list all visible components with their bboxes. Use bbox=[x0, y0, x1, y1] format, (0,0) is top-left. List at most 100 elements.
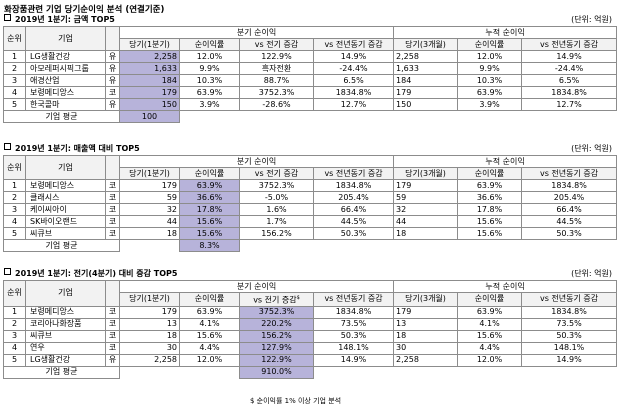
cumulative-value-cell: 44.5% bbox=[521, 215, 618, 228]
cumulative-col-header: 당기(3개월) bbox=[393, 38, 459, 51]
company-header: 기업 bbox=[25, 155, 106, 180]
square-bullet-icon bbox=[4, 143, 11, 150]
quarter-col-header: 당기(1분기) bbox=[119, 167, 180, 180]
rank-cell: 2 bbox=[3, 62, 26, 75]
cumulative-group-header: 누적 순이익 bbox=[393, 155, 618, 168]
company-cell: 씨큐브 bbox=[25, 227, 106, 240]
empty-cell bbox=[314, 240, 394, 252]
cumulative-col-header: 순이익률 bbox=[457, 167, 523, 180]
empty-cell bbox=[180, 366, 240, 378]
col-header-text: vs 전년동기 증감 bbox=[324, 39, 383, 49]
rank-cell: 2 bbox=[3, 317, 26, 331]
average-label: 기업 평균 bbox=[3, 239, 120, 252]
quarter-value-cell: 179 bbox=[119, 179, 180, 192]
market-cell: 코 bbox=[105, 203, 120, 216]
rank-cell: 5 bbox=[3, 98, 26, 111]
unit-label: (단위: 억원) bbox=[571, 269, 612, 278]
cumulative-value-cell: 1834.8% bbox=[521, 305, 618, 319]
table-row: 1 보령메디앙스 코 179 63.9% 3752.3% 1834.8% 179 63.9% 18… bbox=[3, 179, 618, 192]
cumulative-value-cell: 30 bbox=[393, 341, 459, 355]
cumulative-value-cell: 179 bbox=[393, 86, 459, 99]
rank-cell: 1 bbox=[3, 305, 26, 319]
quarter-value-cell: 1.6% bbox=[239, 203, 314, 216]
cumulative-value-cell: 12.0% bbox=[457, 50, 523, 63]
quarter-value-cell: 179 bbox=[119, 86, 180, 99]
quarter-col-header: vs 전년동기 증감 bbox=[312, 167, 395, 180]
subheader-row: 당기(1분기) 순이익률 vs 전기 증감$ vs 전년동기 증감 당기(3개월) 순이익… bbox=[4, 292, 618, 307]
company-cell: 보령메디앙스 bbox=[25, 179, 106, 192]
cumulative-value-cell: 4.1% bbox=[457, 317, 523, 331]
company-cell: 보령메디앙스 bbox=[25, 305, 106, 319]
company-cell: 씨큐브 bbox=[25, 329, 106, 343]
cumulative-value-cell: 2,258 bbox=[393, 50, 459, 63]
market-cell: 코 bbox=[105, 329, 120, 343]
quarter-group-header: 분기 순이익 bbox=[118, 280, 395, 293]
rank-cell: 2 bbox=[3, 191, 26, 204]
average-value: 8.3% bbox=[179, 239, 240, 252]
quarter-value-cell: 50.3% bbox=[312, 329, 395, 343]
company-cell: 연우 bbox=[25, 341, 106, 355]
market-cell: 유 bbox=[105, 98, 120, 111]
quarter-value-cell: 12.7% bbox=[312, 98, 395, 111]
quarter-group-header: 분기 순이익 bbox=[118, 26, 395, 39]
col-header-footnote-mark: $ bbox=[296, 295, 300, 301]
cumulative-value-cell: 44 bbox=[393, 215, 459, 228]
section-title-text: 2019년 1분기: 전기(4분기) 대비 증감 TOP5 bbox=[15, 269, 178, 278]
col-header-text: vs 전기 증감 bbox=[253, 295, 297, 305]
cumulative-group-header: 누적 순이익 bbox=[393, 280, 618, 293]
market-header bbox=[105, 26, 120, 51]
page-title: 화장품관련 기업 당기순이익 분석 (연결기준) bbox=[4, 5, 165, 15]
quarter-value-cell: 12.0% bbox=[179, 353, 240, 367]
header-row: 순위 기업 분기 순이익 누적 순이익 bbox=[3, 155, 618, 180]
quarter-value-cell: 15.6% bbox=[179, 215, 240, 228]
table-row: 5 씨큐브 코 18 15.6% 156.2% 50.3% 18 15.6% 50.3% bbox=[3, 227, 618, 240]
cumulative-value-cell: 15.6% bbox=[457, 215, 523, 228]
quarter-value-cell: 1.7% bbox=[239, 215, 314, 228]
average-label: 기업 평균 bbox=[3, 365, 120, 379]
cumulative-value-cell: 13 bbox=[393, 317, 459, 331]
company-header: 기업 bbox=[25, 280, 106, 307]
cumulative-col-header: vs 전년동기 증감 bbox=[521, 38, 618, 51]
quarter-value-cell: 44 bbox=[119, 215, 180, 228]
cumulative-value-cell: 15.6% bbox=[457, 329, 523, 343]
company-cell: SK바이오랜드 bbox=[25, 215, 106, 228]
company-cell: LG생활건강 bbox=[25, 353, 106, 367]
empty-cell bbox=[522, 240, 617, 252]
empty-cell bbox=[522, 111, 617, 123]
cumulative-value-cell: 14.9% bbox=[521, 50, 618, 63]
quarter-value-cell: -5.0% bbox=[239, 191, 314, 204]
table-row: 3 케이씨아이 코 32 17.8% 1.6% 66.4% 32 17.8% 66.4% bbox=[3, 203, 618, 216]
cumulative-value-cell: 18 bbox=[393, 329, 459, 343]
company-cell: 케이씨아이 bbox=[25, 203, 106, 216]
quarter-value-cell: 220.2% bbox=[239, 317, 314, 331]
quarter-value-cell: 3.9% bbox=[179, 98, 240, 111]
cumulative-col-header: 순이익률 bbox=[457, 292, 523, 307]
empty-cell bbox=[240, 240, 314, 252]
footnote: $ 순이익률 1% 이상 기업 분석 bbox=[250, 397, 342, 405]
quarter-value-cell: 18 bbox=[119, 329, 180, 343]
quarter-value-cell: 36.6% bbox=[179, 191, 240, 204]
table-row: 1 LG생활건강 유 2,258 12.0% 122.9% 14.9% 2,258 12.0% 1… bbox=[3, 50, 618, 63]
quarter-value-cell: 122.9% bbox=[239, 353, 314, 367]
market-header bbox=[105, 155, 120, 180]
table-row: 4 연우 코 30 4.4% 127.9% 148.1% 30 4.4% 148.1% bbox=[3, 341, 618, 355]
quarter-value-cell: 13 bbox=[119, 317, 180, 331]
cumulative-value-cell: 36.6% bbox=[457, 191, 523, 204]
section-title: 2019년 1분기: 금액 TOP5 bbox=[4, 14, 115, 25]
empty-cell bbox=[394, 111, 458, 123]
quarter-value-cell: -28.6% bbox=[239, 98, 314, 111]
quarter-value-cell: 3752.3% bbox=[239, 305, 314, 319]
cumulative-value-cell: 12.7% bbox=[521, 98, 618, 111]
market-cell: 코 bbox=[105, 191, 120, 204]
table-row: 3 애경산업 유 184 10.3% 88.7% 6.5% 184 10.3% 6.5% bbox=[3, 74, 618, 87]
quarter-value-cell: 9.9% bbox=[179, 62, 240, 75]
empty-cell bbox=[458, 366, 522, 378]
quarter-value-cell: 17.8% bbox=[179, 203, 240, 216]
table-row: 3 씨큐브 코 18 15.6% 156.2% 50.3% 18 15.6% 50.3% bbox=[3, 329, 618, 343]
quarter-value-cell: 4.1% bbox=[179, 317, 240, 331]
quarter-value-cell: 73.5% bbox=[312, 317, 395, 331]
quarter-value-cell: 63.9% bbox=[179, 86, 240, 99]
empty-cell bbox=[394, 366, 458, 378]
col-header-text: 순이익률 bbox=[194, 168, 225, 178]
